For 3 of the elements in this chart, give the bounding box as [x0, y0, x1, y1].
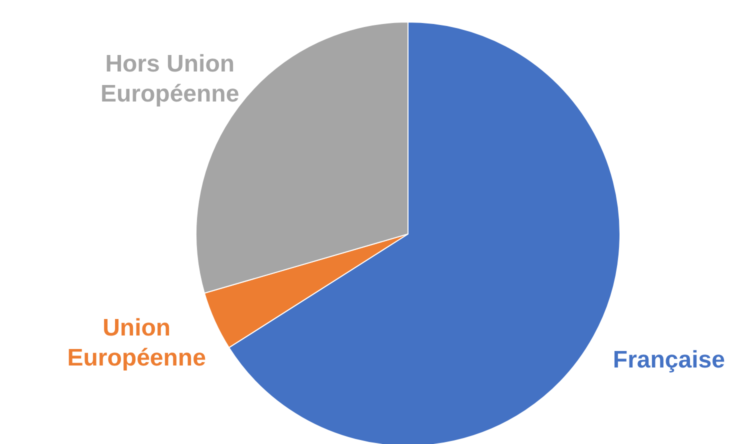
slice-label: Française — [612, 346, 725, 374]
slice-label: Hors Union Européenne — [100, 50, 240, 107]
slice-label: Union Européenne — [67, 314, 206, 371]
